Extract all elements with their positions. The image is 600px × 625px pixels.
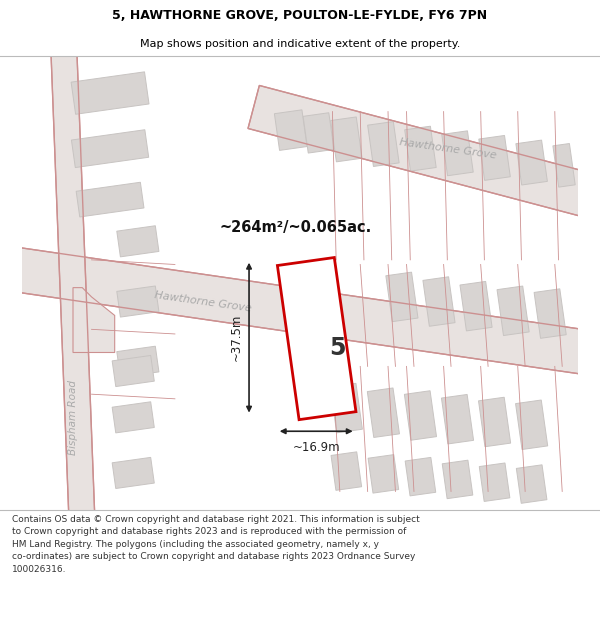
- Text: Bispham Road: Bispham Road: [68, 380, 78, 455]
- Polygon shape: [460, 281, 492, 331]
- Polygon shape: [368, 454, 398, 493]
- Polygon shape: [10, 247, 590, 374]
- Polygon shape: [368, 122, 399, 166]
- Polygon shape: [76, 182, 144, 217]
- Polygon shape: [515, 400, 548, 449]
- Polygon shape: [112, 458, 154, 489]
- Polygon shape: [479, 398, 511, 447]
- Polygon shape: [404, 391, 437, 440]
- Text: Contains OS data © Crown copyright and database right 2021. This information is : Contains OS data © Crown copyright and d…: [12, 514, 420, 574]
- Polygon shape: [442, 460, 473, 499]
- Text: Hawthorne Grove: Hawthorne Grove: [399, 137, 497, 161]
- Polygon shape: [277, 258, 356, 419]
- Polygon shape: [479, 136, 511, 181]
- Polygon shape: [386, 272, 418, 322]
- Polygon shape: [117, 286, 159, 317]
- Polygon shape: [248, 86, 593, 216]
- Text: ~16.9m: ~16.9m: [292, 441, 340, 454]
- Polygon shape: [112, 356, 154, 387]
- Text: 5, HAWTHORNE GROVE, POULTON-LE-FYLDE, FY6 7PN: 5, HAWTHORNE GROVE, POULTON-LE-FYLDE, FY…: [112, 9, 488, 22]
- Polygon shape: [517, 465, 547, 503]
- Polygon shape: [330, 383, 362, 433]
- Polygon shape: [423, 277, 455, 326]
- Polygon shape: [112, 402, 154, 433]
- Polygon shape: [442, 131, 473, 176]
- Polygon shape: [274, 110, 307, 151]
- Polygon shape: [117, 226, 159, 257]
- Polygon shape: [71, 130, 149, 168]
- Polygon shape: [331, 452, 362, 491]
- Text: ~264m²/~0.065ac.: ~264m²/~0.065ac.: [219, 220, 371, 235]
- Polygon shape: [331, 117, 362, 162]
- Polygon shape: [442, 394, 473, 444]
- Polygon shape: [497, 286, 529, 336]
- Polygon shape: [117, 346, 159, 378]
- Polygon shape: [303, 112, 334, 153]
- Text: ~37.5m: ~37.5m: [230, 314, 242, 361]
- Text: Hawthorne Grove: Hawthorne Grove: [154, 290, 252, 313]
- Polygon shape: [516, 140, 547, 185]
- Text: Map shows position and indicative extent of the property.: Map shows position and indicative extent…: [140, 39, 460, 49]
- Polygon shape: [73, 288, 115, 352]
- Polygon shape: [405, 126, 436, 171]
- Polygon shape: [405, 458, 436, 496]
- Polygon shape: [534, 289, 566, 338]
- Polygon shape: [51, 46, 95, 529]
- Polygon shape: [367, 388, 400, 438]
- Polygon shape: [553, 144, 575, 187]
- Text: 5: 5: [329, 336, 346, 360]
- Polygon shape: [71, 72, 149, 114]
- Polygon shape: [479, 463, 510, 501]
